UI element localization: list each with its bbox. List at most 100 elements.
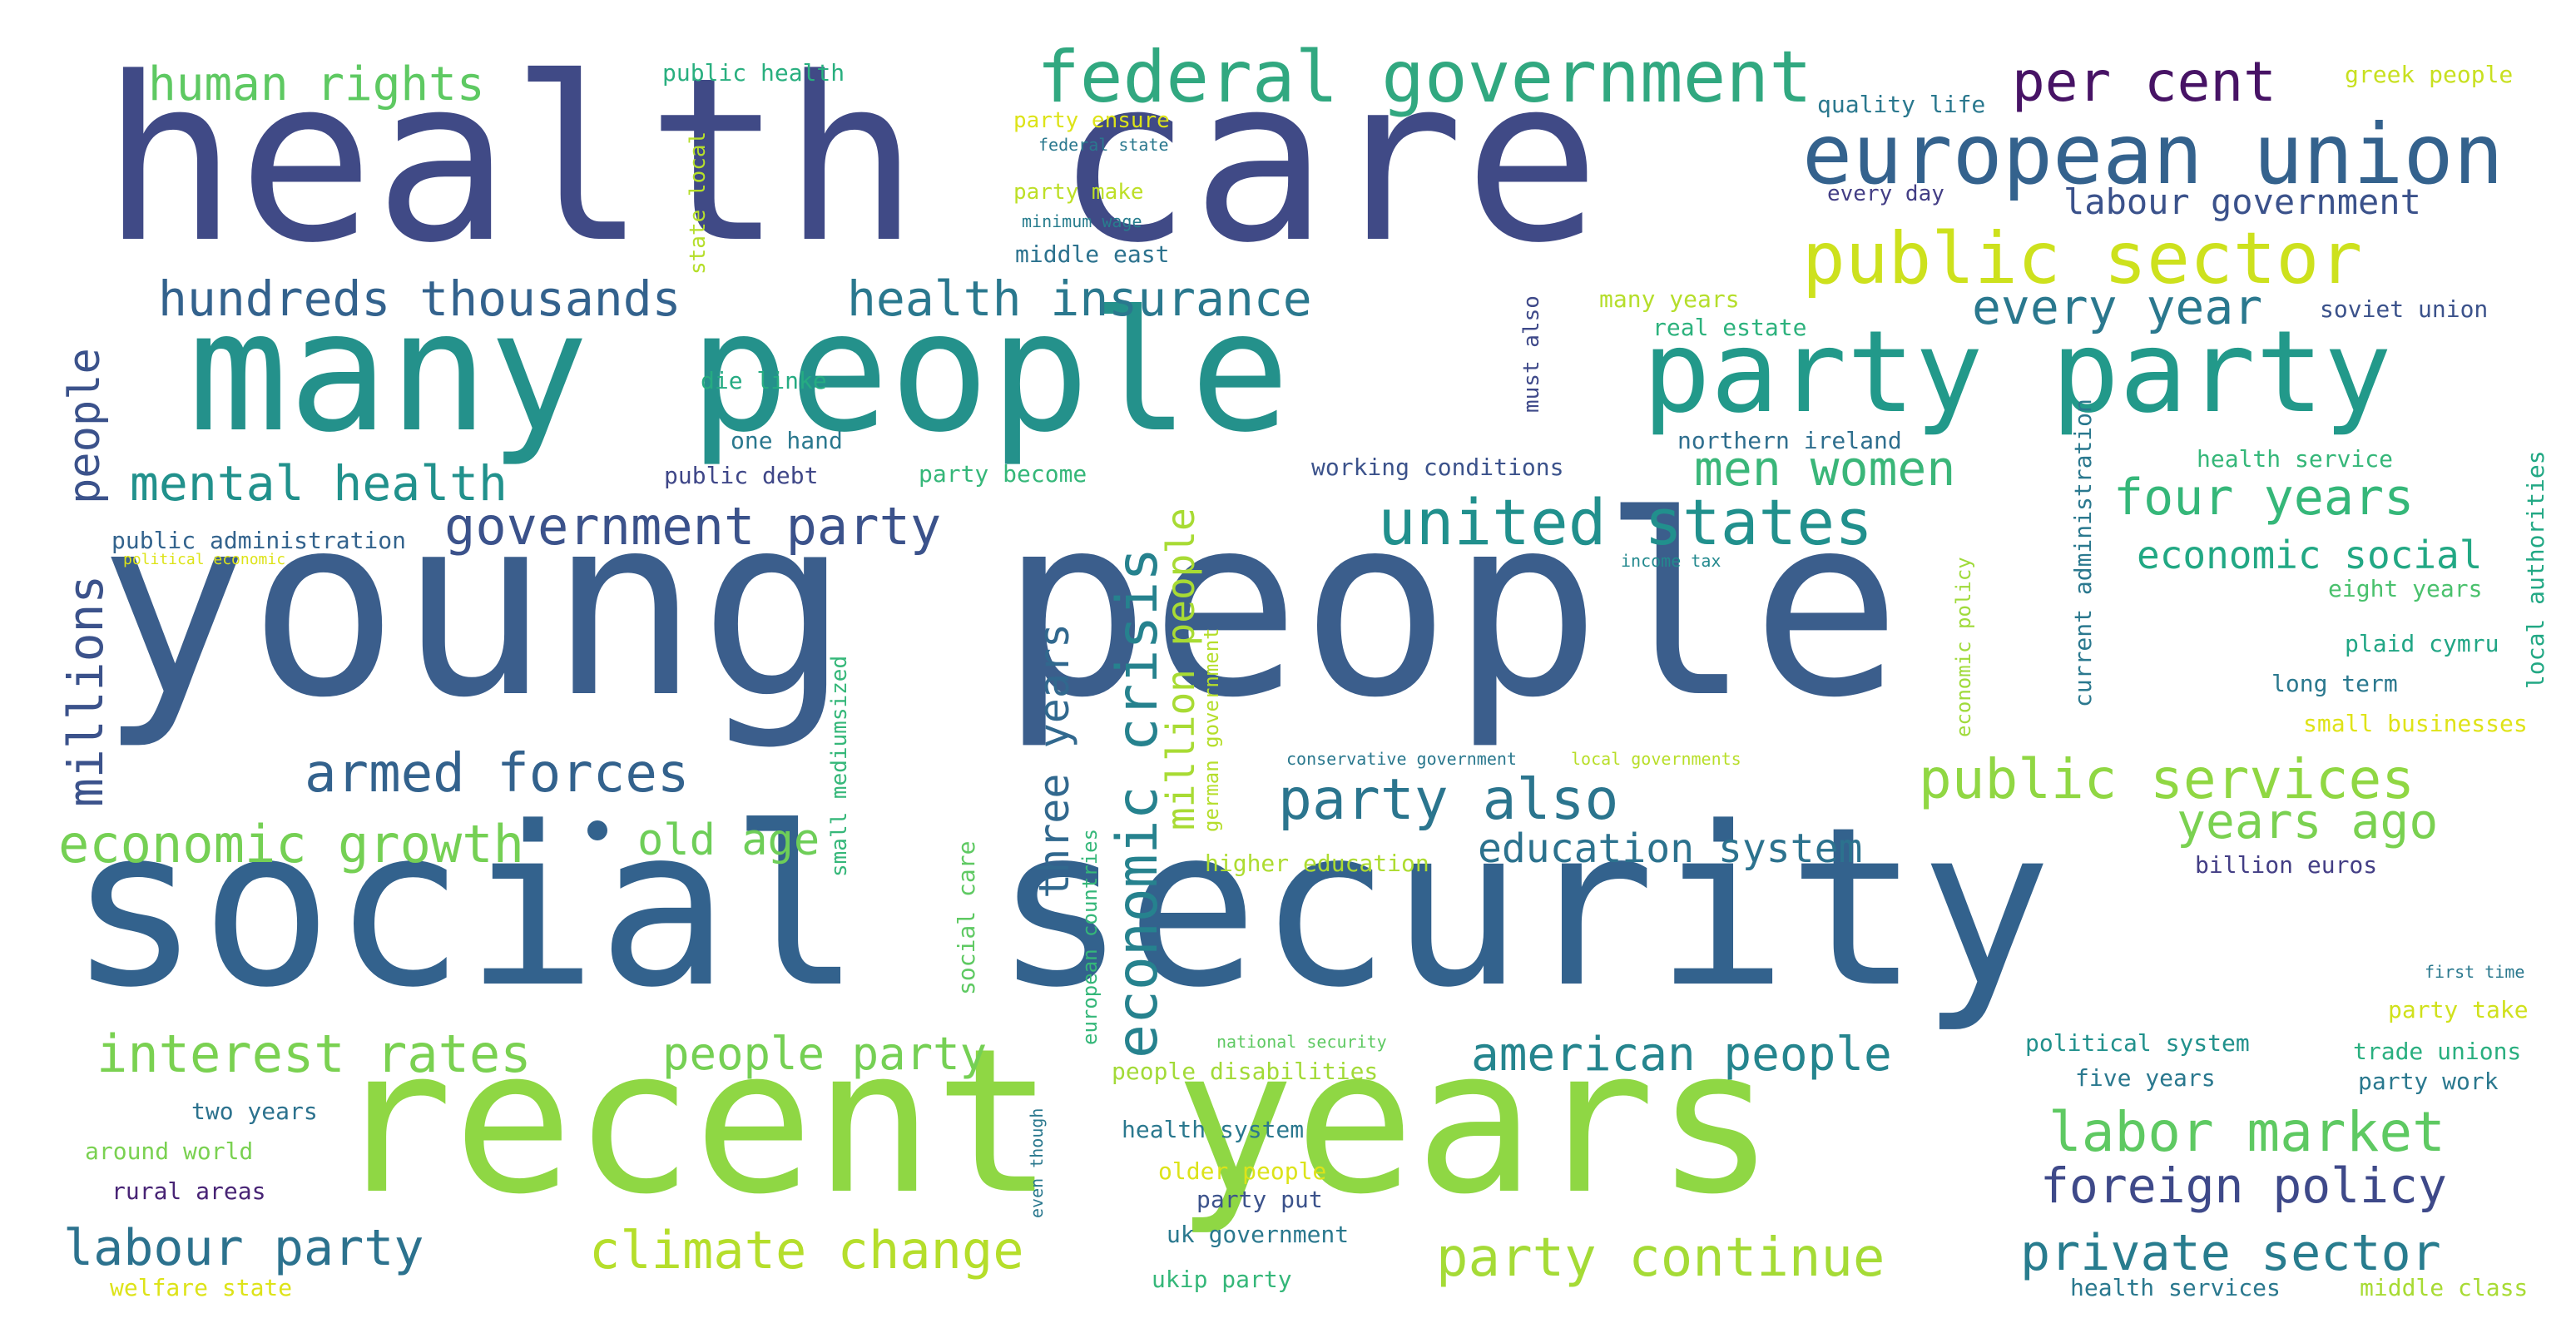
- word-mental-health: mental health: [130, 455, 508, 512]
- word-education-system: education system: [1478, 825, 1863, 872]
- word-billion-euros: billion euros: [2195, 851, 2378, 879]
- word-labor-market: labor market: [2048, 1100, 2445, 1164]
- word-millions-vertical: millions: [57, 574, 114, 807]
- word-united-states: united states: [1378, 485, 1873, 559]
- word-die-linke: die linke: [701, 367, 827, 394]
- word-human-rights: human rights: [148, 57, 485, 112]
- word-political-system: political system: [2025, 1029, 2250, 1057]
- word-labour-party: labour party: [63, 1219, 424, 1277]
- word-american-people: american people: [1471, 1028, 1892, 1082]
- word-economic-social: economic social: [2137, 533, 2483, 577]
- word-soviet-union: soviet union: [2320, 295, 2489, 323]
- word-northern-ireland: northern ireland: [1677, 427, 1902, 454]
- word-every-day: every day: [1827, 181, 1944, 206]
- dot-mark: [587, 820, 607, 840]
- word-eight-years: eight years: [2328, 575, 2483, 602]
- word-local-governments: local governments: [1571, 749, 1741, 769]
- word-quality-life: quality life: [1817, 91, 1986, 118]
- word-five-years: five years: [2075, 1064, 2216, 1092]
- word-economic-policy-vertical: economic policy: [1952, 557, 1975, 737]
- word-young-people: young people: [98, 462, 1902, 752]
- word-european-countries-vertical: european countries: [1078, 828, 1102, 1045]
- word-per-cent: per cent: [2012, 50, 2276, 114]
- word-plaid-cymru: plaid cymru: [2345, 630, 2499, 657]
- word-party-party: party party: [1642, 307, 2392, 439]
- word-party-make: party make: [1013, 180, 1144, 205]
- word-rural-areas: rural areas: [111, 1177, 266, 1205]
- word-health-services: health services: [2070, 1274, 2281, 1301]
- word-uk-government: uk government: [1167, 1221, 1350, 1248]
- word-older-people: older people: [1158, 1157, 1327, 1185]
- word-men-women: men women: [1694, 440, 1956, 497]
- word-hundreds-thousands: hundreds thousands: [158, 270, 681, 327]
- word-political-economic: political economic: [123, 551, 286, 568]
- word-four-years: four years: [2113, 468, 2415, 527]
- word-social-security: social security: [68, 780, 2053, 1036]
- word-economic-growth: economic growth: [58, 814, 524, 875]
- word-local-authorities-vertical: local authorities: [2522, 450, 2549, 689]
- word-health-service: health service: [2197, 445, 2394, 473]
- word-many-years: many years: [1599, 285, 1740, 313]
- word-million-people-vertical: million people: [1158, 508, 1203, 830]
- word-ukip-party: ukip party: [1152, 1266, 1292, 1293]
- word-working-conditions: working conditions: [1311, 453, 1564, 481]
- word-years-ago: years ago: [2177, 793, 2439, 850]
- word-two-years: two years: [191, 1098, 318, 1125]
- word-party-take: party take: [2388, 996, 2529, 1023]
- word-party-also: party also: [1278, 767, 1619, 833]
- word-public-debt: public debt: [664, 462, 819, 489]
- word-people-vertical: people: [60, 348, 110, 504]
- word-state-local-vertical: state local: [686, 131, 711, 275]
- word-european-union: european union: [1802, 106, 2504, 203]
- word-real-estate: real estate: [1652, 314, 1807, 341]
- word-federal-state: federal state: [1038, 135, 1169, 155]
- word-public-health: public health: [662, 59, 845, 87]
- word-government-party: government party: [444, 496, 942, 557]
- word-party-continue: party continue: [1436, 1227, 1885, 1289]
- word-minimum-wage: minimum wage: [1022, 211, 1142, 231]
- word-people-party: people party: [662, 1028, 988, 1080]
- word-foreign-policy: foreign policy: [2040, 1157, 2447, 1214]
- word-public-services: public services: [1919, 747, 2415, 811]
- word-one-hand: one hand: [731, 427, 843, 454]
- word-must-also-vertical: must also: [1519, 295, 1544, 413]
- word-welfare-state: welfare state: [110, 1274, 293, 1301]
- word-people-disabilities: people disabilities: [1112, 1058, 1379, 1085]
- word-german-government-vertical: german government: [1200, 627, 1223, 832]
- word-public-sector: public sector: [1802, 217, 2363, 300]
- word-greek-people: greek people: [2345, 61, 2514, 88]
- word-long-term: long term: [2271, 670, 2398, 697]
- word-middle-east: middle east: [1015, 240, 1170, 268]
- word-recent-years: recent years: [333, 1005, 1776, 1238]
- word-around-world: around world: [85, 1137, 254, 1165]
- word-health-care: health care: [102, 30, 1601, 293]
- word-many-people: many people: [188, 275, 1290, 469]
- word-party-ensure: party ensure: [1013, 108, 1170, 133]
- word-old-age: old age: [637, 815, 820, 865]
- word-labour-government: labour government: [2063, 181, 2421, 222]
- word-trade-unions: trade unions: [2353, 1038, 2522, 1065]
- word-every-year: every year: [1972, 279, 2263, 335]
- word-armed-forces: armed forces: [305, 743, 690, 805]
- word-three-years-vertical: three years: [1030, 622, 1078, 899]
- word-party-work: party work: [2358, 1068, 2499, 1095]
- word-higher-education: higher education: [1205, 850, 1429, 877]
- word-private-sector: private sector: [2020, 1224, 2441, 1282]
- word-small-businesses: small businesses: [2303, 710, 2528, 737]
- word-interest-rates: interest rates: [97, 1023, 532, 1084]
- word-income-tax: income tax: [1621, 551, 1721, 571]
- word-federal-government: federal government: [1037, 36, 1812, 119]
- word-small-mediumsized-vertical: small mediumsized: [827, 655, 852, 877]
- word-social-care-vertical: social care: [953, 840, 980, 995]
- word-conservative-government: conservative government: [1286, 749, 1517, 769]
- word-current-administration-vertical: current administration: [2069, 399, 2097, 707]
- word-first-time: first time: [2425, 962, 2525, 982]
- word-health-system: health system: [1122, 1116, 1305, 1143]
- word-national-security: national security: [1216, 1032, 1387, 1052]
- word-party-become: party become: [919, 460, 1087, 488]
- word-party-put: party put: [1196, 1186, 1323, 1213]
- word-public-administration: public administration: [111, 527, 407, 554]
- word-health-insurance: health insurance: [847, 270, 1312, 327]
- word-even-though-vertical: even though: [1027, 1108, 1047, 1218]
